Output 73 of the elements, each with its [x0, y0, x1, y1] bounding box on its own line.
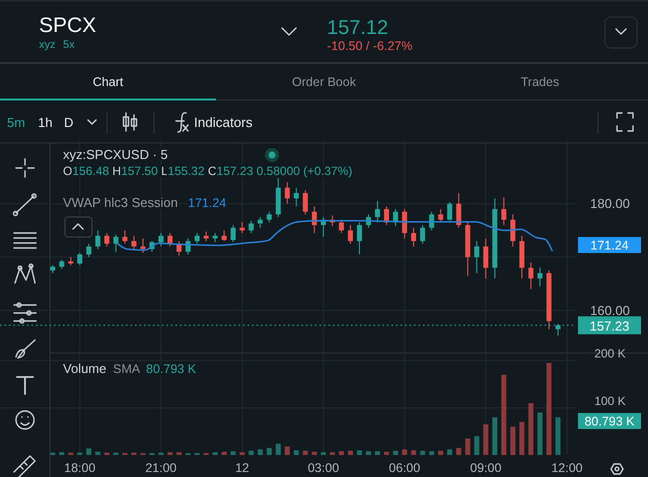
- text: VWAP hlc3 Session: [63, 195, 178, 210]
- x-tick-label: 21:00: [145, 461, 177, 475]
- x-tick-label: 12:00: [551, 461, 583, 475]
- candlestick: [204, 230, 209, 242]
- text: Order Book: [292, 75, 357, 89]
- candlestick: [501, 196, 506, 226]
- candlestick: [86, 243, 92, 258]
- text: 5m: [7, 115, 26, 130]
- text: 171.24: [590, 238, 629, 252]
- candlestick: [230, 224, 236, 243]
- y-tick-label: 160.00: [590, 302, 630, 318]
- candlestick: [411, 227, 416, 247]
- x-tick-label: 18:00: [64, 461, 96, 475]
- text: 157.12: [327, 17, 388, 39]
- candlestick: [140, 238, 146, 254]
- y-tick-label: 180.00: [590, 196, 630, 212]
- text: -10.50 / -6.27%: [327, 39, 412, 53]
- candlestick: [104, 232, 110, 247]
- candlestick: [131, 235, 136, 250]
- candlestick: [248, 220, 254, 234]
- candlestick: [384, 206, 390, 226]
- candlestick: [447, 202, 452, 222]
- text: Chart: [92, 75, 124, 89]
- annotation: 171.24: [188, 196, 226, 210]
- candlestick: [222, 230, 227, 242]
- candlestick: [158, 232, 164, 247]
- candlestick: [375, 200, 380, 223]
- candlestick: [240, 222, 245, 234]
- candlestick: [528, 262, 534, 290]
- text: Indicators: [194, 115, 253, 130]
- text: 1h: [38, 115, 52, 130]
- candlestick: [212, 232, 218, 243]
- candlestick: [338, 219, 344, 234]
- candlestick: [258, 216, 263, 228]
- candlestick: [438, 208, 444, 223]
- ref-line-label: 157.23: [590, 318, 630, 334]
- text: 80.793 K: [584, 414, 636, 428]
- text: xyz: [39, 39, 56, 51]
- text: Trades: [520, 75, 560, 89]
- x-tick-label: 09:00: [470, 461, 502, 475]
- x-tick-label: 03:00: [308, 461, 340, 475]
- candlestick: [537, 267, 542, 287]
- annotation: O156.48 H157.50 L155.32 C157.23 0.58000 (+0.37%): [63, 164, 352, 178]
- candlestick: [294, 187, 299, 207]
- text: D: [64, 115, 74, 130]
- candlestick: [456, 192, 462, 228]
- candlestick: [312, 206, 317, 234]
- chart-title: SPCX: [39, 14, 96, 37]
- candlestick: [402, 208, 408, 239]
- annotation: xyz:SPCXUSD · 5: [63, 147, 168, 162]
- y-tick-label: 100 K: [594, 394, 626, 408]
- candlestick: [95, 230, 100, 250]
- x-tick-label: 06:00: [388, 461, 420, 475]
- candlestick: [474, 240, 480, 274]
- text: 5x: [63, 39, 76, 51]
- candlestick: [302, 190, 308, 215]
- annotation: 80.793 K: [146, 362, 197, 376]
- candlestick: [284, 182, 290, 204]
- candlestick: [510, 214, 516, 247]
- candlestick: [266, 211, 272, 223]
- x-tick-label: 12: [235, 461, 250, 475]
- candlestick: [348, 224, 353, 244]
- candlestick: [194, 232, 200, 244]
- candlestick: [113, 234, 118, 252]
- candlestick: [356, 222, 362, 255]
- text: Volume: [63, 361, 106, 376]
- annotation: SMA: [113, 362, 141, 376]
- candlestick: [59, 259, 64, 270]
- candlestick: [77, 252, 82, 266]
- candlestick: [483, 238, 488, 279]
- candlestick: [420, 224, 426, 244]
- candlestick: [122, 230, 128, 244]
- y-tick-label: 200 K: [594, 346, 626, 361]
